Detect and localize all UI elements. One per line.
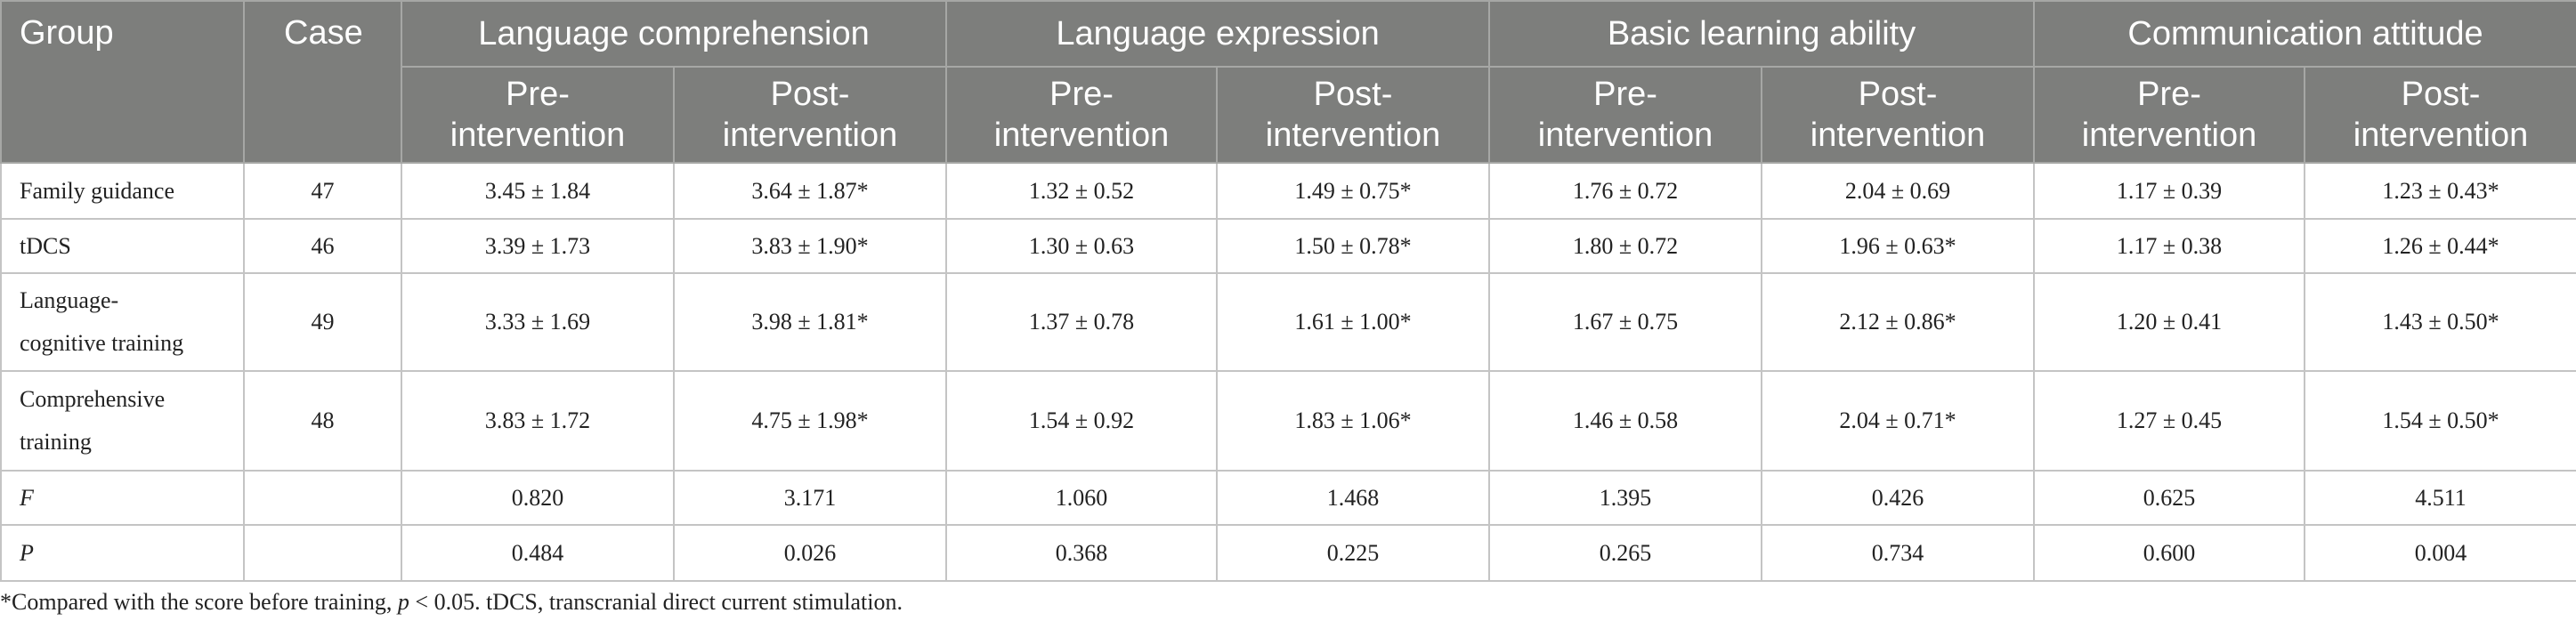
table-cell: 3.33 ± 1.69 [401,272,675,372]
table-cell: 0.625 [2033,470,2306,526]
row-label: tDCS [0,218,245,274]
header-group: Group [0,0,245,164]
case-cell: 48 [243,370,402,472]
case-cell: 47 [243,162,402,220]
header-basic-learning-ability: Basic learning ability [1488,0,2036,68]
table-row: tDCS 46 3.39 ± 1.73 3.83 ± 1.90* 1.30 ± … [0,218,2576,274]
table-cell: 1.30 ± 0.63 [945,218,1219,274]
table-cell: 0.368 [945,524,1219,582]
table-cell: 0.426 [1761,470,2036,526]
table-cell: 1.46 ± 0.58 [1488,370,1763,472]
table-cell: 1.49 ± 0.75* [1216,162,1491,220]
subheader-post-intervention: Post-intervention [1761,66,2036,164]
table-cell: 3.45 ± 1.84 [401,162,675,220]
table-cell: 1.54 ± 0.50* [2304,370,2576,472]
table-cell: 0.734 [1761,524,2036,582]
table-cell: 1.17 ± 0.39 [2033,162,2306,220]
table-cell: 3.83 ± 1.90* [672,218,948,274]
table-cell: 1.468 [1216,470,1491,526]
row-label-f: F [0,470,245,526]
table-cell: 0.225 [1216,524,1491,582]
results-table: Group Case Language comprehension Langua… [0,0,2576,582]
table-cell: 0.004 [2304,524,2576,582]
table-cell: 1.76 ± 0.72 [1488,162,1763,220]
table-cell: 0.600 [2033,524,2306,582]
case-cell: 49 [243,272,402,372]
header-case: Case [243,0,402,164]
table-cell: 1.43 ± 0.50* [2304,272,2576,372]
table-cell: 1.83 ± 1.06* [1216,370,1491,472]
table-cell: 4.511 [2304,470,2576,526]
subheader-pre-intervention: Pre-intervention [2033,66,2306,164]
table-cell: 1.96 ± 0.63* [1761,218,2036,274]
results-table-container: Group Case Language comprehension Langua… [0,0,2576,582]
table-row: P 0.484 0.026 0.368 0.225 0.265 0.734 0.… [0,524,2576,582]
table-cell: 2.04 ± 0.71* [1761,370,2036,472]
table-cell: 1.32 ± 0.52 [945,162,1219,220]
p-value-symbol: p [397,589,409,615]
table-cell: 1.395 [1488,470,1763,526]
table-cell: 2.04 ± 0.69 [1761,162,2036,220]
table-header: Group Case Language comprehension Langua… [0,0,2576,164]
subheader-pre-intervention: Pre-intervention [945,66,1219,164]
table-cell: 1.23 ± 0.43* [2304,162,2576,220]
table-cell: 0.265 [1488,524,1763,582]
case-cell: 46 [243,218,402,274]
table-cell: 1.80 ± 0.72 [1488,218,1763,274]
table-cell: 0.026 [672,524,948,582]
table-cell: 0.820 [401,470,675,526]
table-cell: 1.20 ± 0.41 [2033,272,2306,372]
table-cell: 1.67 ± 0.75 [1488,272,1763,372]
table-cell: 4.75 ± 1.98* [672,370,948,472]
subheader-post-intervention: Post-intervention [672,66,948,164]
table-cell: 3.39 ± 1.73 [401,218,675,274]
table-cell: 3.83 ± 1.72 [401,370,675,472]
table-cell: 1.27 ± 0.45 [2033,370,2306,472]
table-cell: 1.54 ± 0.92 [945,370,1219,472]
table-cell: 1.37 ± 0.78 [945,272,1219,372]
header-communication-attitude: Communication attitude [2033,0,2576,68]
table-cell: 1.50 ± 0.78* [1216,218,1491,274]
table-cell: 1.26 ± 0.44* [2304,218,2576,274]
header-language-expression: Language expression [945,0,1491,68]
row-label-p: P [0,524,245,582]
table-row: F 0.820 3.171 1.060 1.468 1.395 0.426 0.… [0,470,2576,526]
case-cell [243,524,402,582]
table-cell: 1.17 ± 0.38 [2033,218,2306,274]
header-language-comprehension: Language comprehension [400,0,948,68]
table-cell: 1.060 [945,470,1219,526]
row-label: Comprehensive training [0,370,245,472]
subheader-pre-intervention: Pre-intervention [1488,66,1763,164]
table-cell: 2.12 ± 0.86* [1761,272,2036,372]
table-cell: 1.61 ± 1.00* [1216,272,1491,372]
table-row: Language-cognitive training 49 3.33 ± 1.… [0,272,2576,372]
table-cell: 3.64 ± 1.87* [672,162,948,220]
table-row: Comprehensive training 48 3.83 ± 1.72 4.7… [0,370,2576,472]
table-body: Family guidance 47 3.45 ± 1.84 3.64 ± 1.… [0,162,2576,582]
table-cell: 3.171 [672,470,948,526]
row-label: Family guidance [0,162,245,220]
subheader-pre-intervention: Pre-intervention [401,66,675,164]
table-footnote: *Compared with the score before training… [0,589,903,615]
subheader-post-intervention: Post-intervention [2304,66,2576,164]
table-cell: 3.98 ± 1.81* [672,272,948,372]
subheader-post-intervention: Post-intervention [1216,66,1491,164]
table-row: Family guidance 47 3.45 ± 1.84 3.64 ± 1.… [0,162,2576,220]
table-cell: 0.484 [401,524,675,582]
case-cell [243,470,402,526]
row-label: Language-cognitive training [0,272,245,372]
